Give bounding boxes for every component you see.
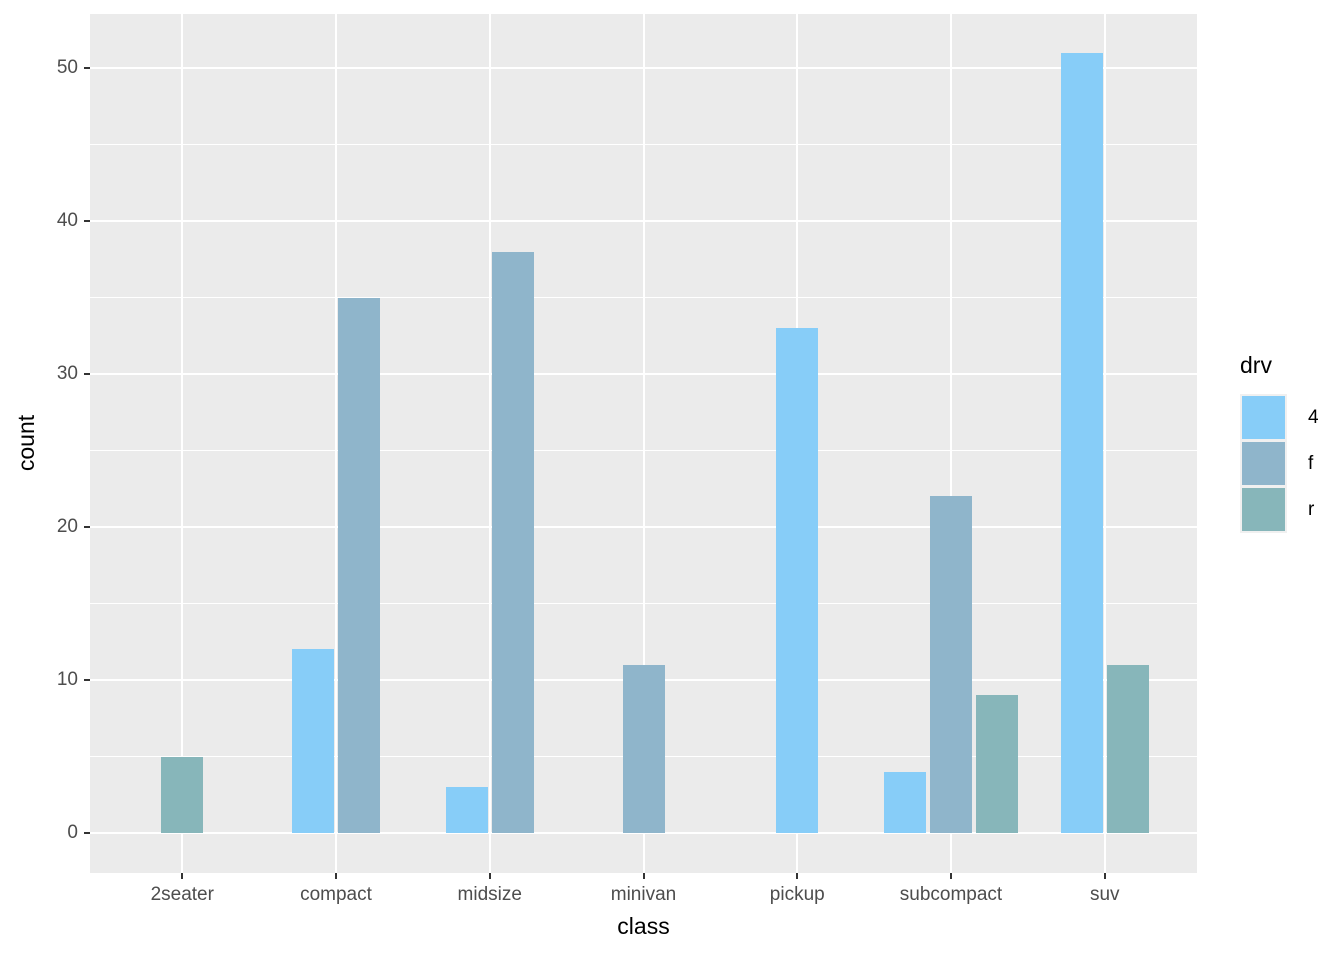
x-tick-label: pickup [769, 884, 825, 905]
x-tick-mark [488, 873, 491, 879]
bar-compact-4 [292, 649, 334, 833]
x-tick-mark [642, 873, 645, 879]
legend-label-f: f [1308, 452, 1314, 474]
bar-midsize-4 [445, 787, 488, 833]
bar-2seater-r [161, 756, 204, 833]
x-tick-label: midsize [457, 884, 522, 905]
x-tick-label: compact [300, 884, 372, 905]
x-axis-title: class [617, 913, 670, 939]
legend-key-4 [1242, 396, 1285, 439]
y-tick-mark [84, 67, 90, 69]
y-tick-mark [84, 373, 90, 375]
legend-title: drv [1240, 352, 1272, 378]
legend: drv 4 f r [1240, 352, 1344, 552]
bar-subcompact-4 [884, 771, 926, 833]
bar-subcompact-r [976, 695, 1018, 833]
y-tick-mark [84, 832, 90, 834]
x-tick-label: 2seater [150, 884, 214, 905]
x-tick-mark [796, 873, 799, 879]
x-tick-mark [181, 873, 184, 879]
x-major-gridline [335, 14, 337, 873]
bar-suv-4 [1060, 52, 1103, 833]
legend-label-r: r [1308, 498, 1315, 520]
bar-pickup-4 [776, 328, 819, 833]
x-tick-label: minivan [610, 884, 677, 905]
legend-key-r [1242, 488, 1285, 531]
x-major-gridline [181, 14, 184, 873]
legend-label-4: 4 [1308, 406, 1319, 428]
y-tick-label: 0 [67, 822, 78, 843]
y-tick-mark [84, 679, 90, 681]
plot-panel [90, 14, 1197, 873]
x-tick-mark [335, 873, 337, 879]
bar-suv-r [1106, 664, 1149, 833]
x-tick-label: suv [1089, 884, 1120, 905]
x-major-gridline [950, 14, 952, 873]
x-tick-mark [950, 873, 952, 879]
y-tick-mark [84, 526, 90, 528]
x-major-gridline [1103, 14, 1106, 873]
y-tick-label: 10 [56, 669, 78, 690]
x-tick-mark [1103, 873, 1106, 879]
y-tick-mark [84, 220, 90, 222]
legend-key-f [1242, 442, 1285, 485]
y-tick-label: 30 [56, 363, 78, 384]
y-tick-label: 50 [56, 57, 78, 78]
bar-compact-f [338, 297, 380, 833]
y-axis-title: count [13, 414, 39, 472]
x-tick-label: subcompact [899, 884, 1003, 905]
bar-minivan-f [622, 664, 665, 833]
x-major-gridline [642, 14, 645, 873]
x-major-gridline [488, 14, 491, 873]
bar-midsize-f [491, 251, 534, 833]
bar-subcompact-f [930, 496, 972, 833]
y-tick-label: 40 [56, 210, 78, 231]
y-tick-label: 20 [56, 516, 78, 537]
